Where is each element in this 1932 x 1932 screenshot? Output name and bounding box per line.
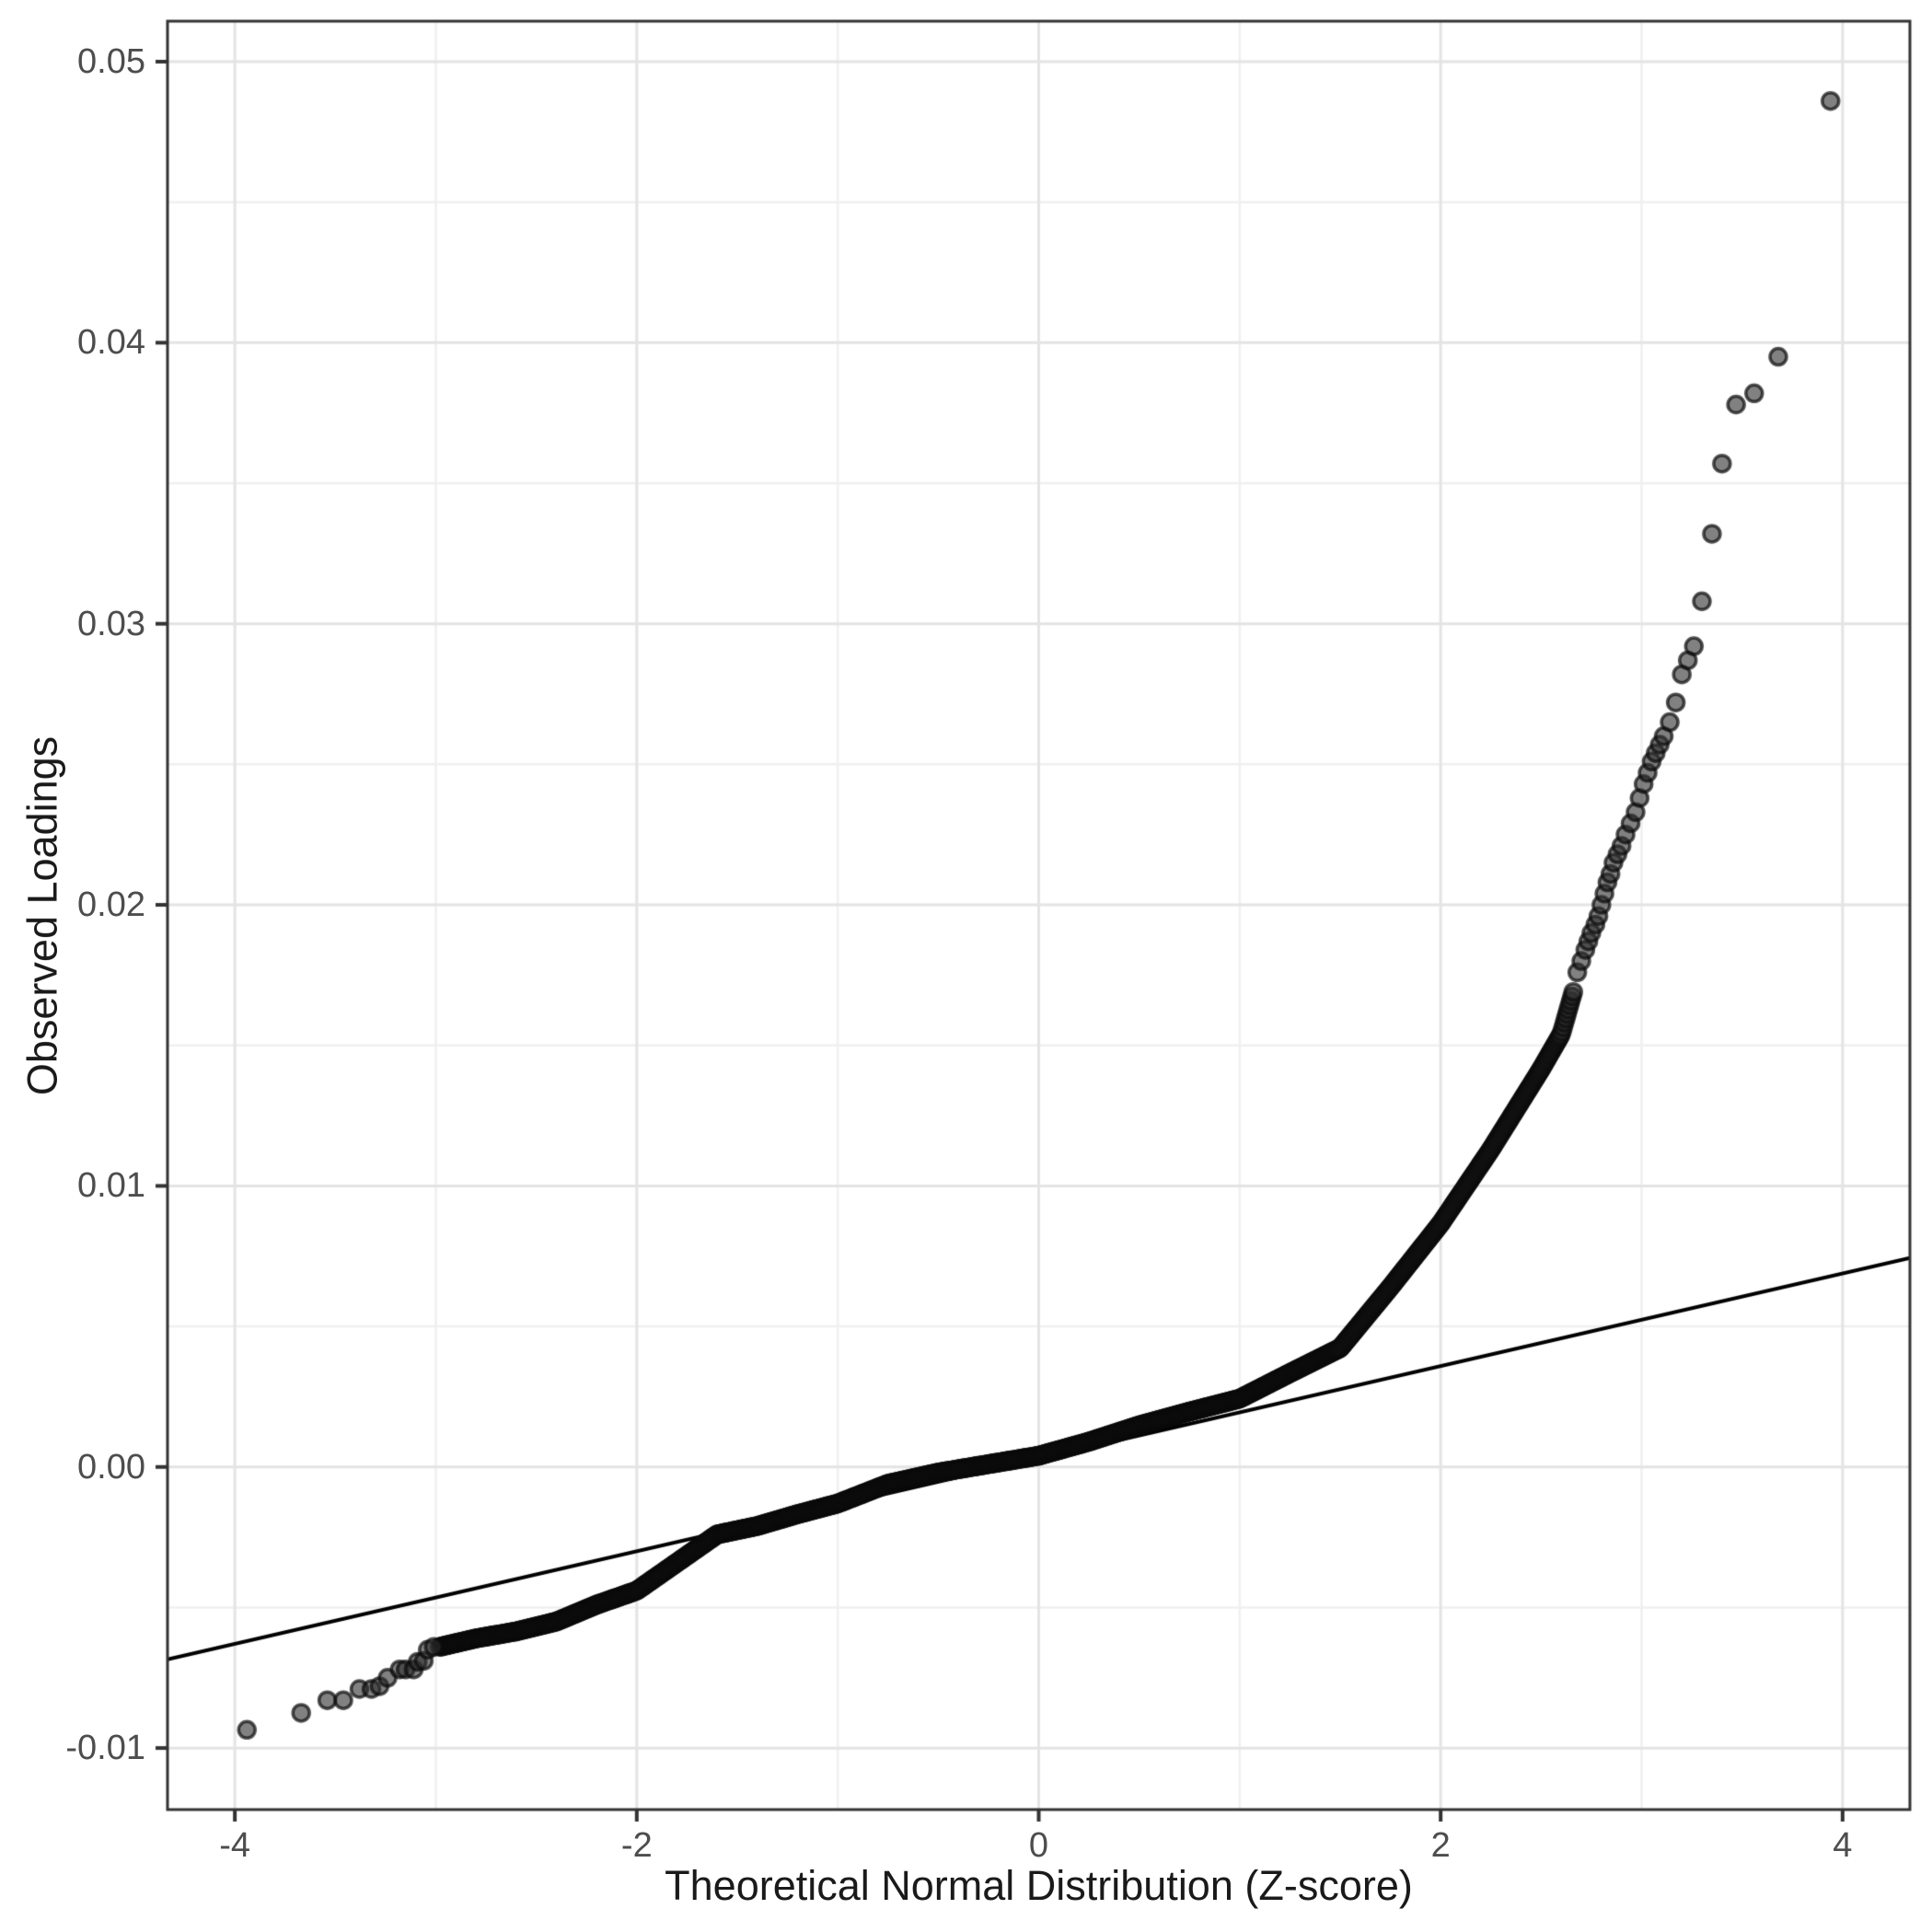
y-tick-label: 0.02 — [77, 885, 145, 925]
x-tick-label: 0 — [1028, 1826, 1049, 1865]
y-tick-label: 0.04 — [77, 323, 145, 363]
y-tick-label: -0.01 — [65, 1729, 145, 1768]
x-tick-label: -4 — [219, 1826, 251, 1865]
y-tick-label: 0.03 — [77, 604, 145, 643]
x-tick-label: 4 — [1833, 1826, 1853, 1865]
y-tick-label: 0.00 — [77, 1447, 145, 1487]
y-tick-label: 0.05 — [77, 41, 145, 81]
x-tick-label: 2 — [1430, 1826, 1451, 1865]
y-tick-label: 0.01 — [77, 1166, 145, 1206]
x-axis-title: Theoretical Normal Distribution (Z-score… — [665, 1862, 1413, 1909]
x-tick-label: -2 — [620, 1826, 653, 1865]
y-axis-title: Observed Loadings — [18, 735, 66, 1095]
